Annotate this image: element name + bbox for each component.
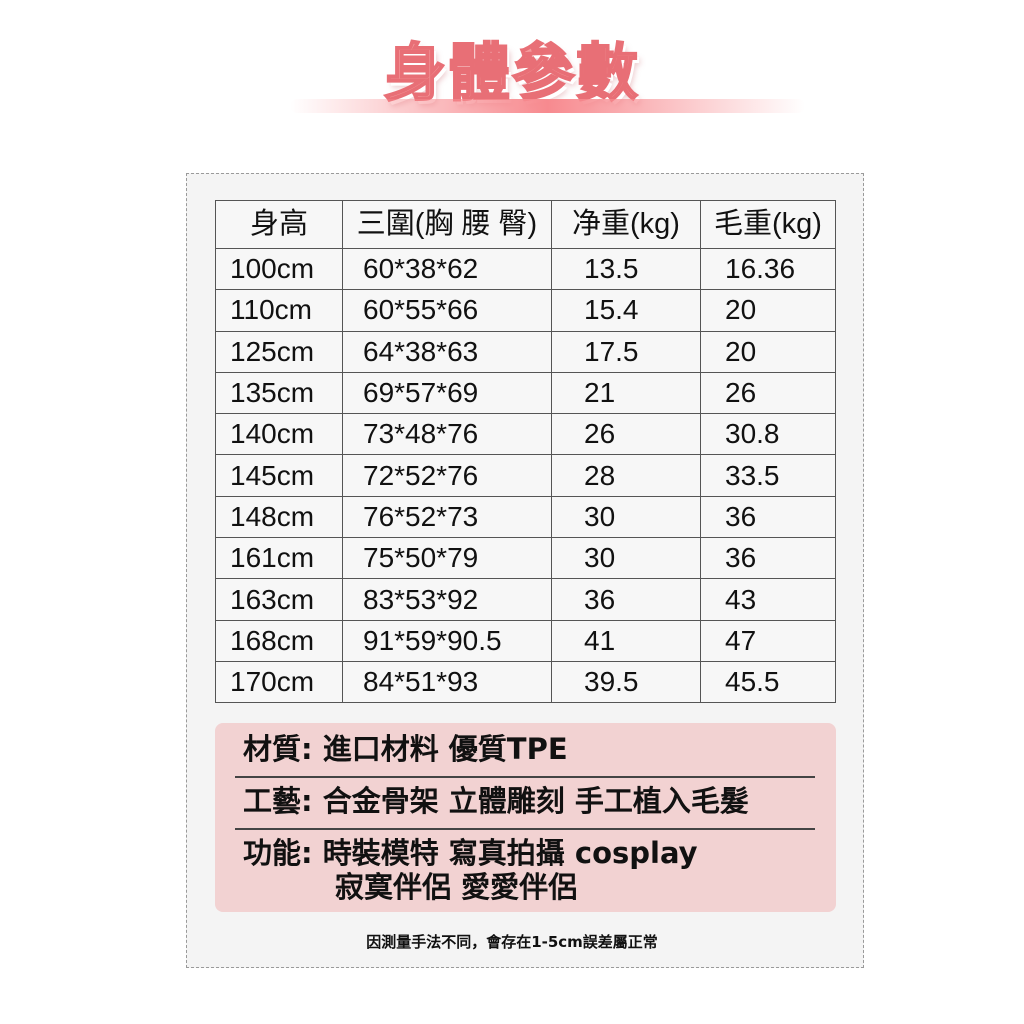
function-line-2: 寂寞伴侶 愛愛伴侶 — [335, 870, 578, 904]
header-net-weight: 净重(kg) — [551, 200, 701, 249]
cell-net-weight: 17.5 — [551, 330, 701, 373]
page-title: 身體參數 — [383, 35, 640, 110]
function-line: 功能: 時裝模特 寫真拍攝 cosplay — [243, 836, 698, 870]
cell-measurements: 64*38*63 — [342, 330, 552, 373]
cell-measurements: 75*50*79 — [342, 537, 552, 580]
cell-height: 110cm — [215, 289, 343, 332]
cell-net-weight: 26 — [551, 413, 701, 456]
divider — [235, 776, 815, 778]
header-height: 身高 — [215, 200, 343, 249]
table-row: 148cm 76*52*73 30 36 — [215, 495, 836, 539]
cell-net-weight: 39.5 — [551, 660, 701, 704]
table-row: 145cm 72*52*76 28 33.5 — [215, 454, 836, 497]
cell-gross-weight: 36 — [700, 495, 836, 539]
title-underline — [290, 99, 805, 113]
table-row: 125cm 64*38*63 17.5 20 — [215, 330, 836, 373]
size-table: 身高 三圍(胸 腰 臀) 净重(kg) 毛重(kg) 100cm 60*38*62… — [215, 200, 836, 704]
cell-measurements: 91*59*90.5 — [342, 619, 552, 662]
cell-measurements: 60*55*66 — [342, 289, 552, 332]
cell-net-weight: 15.4 — [551, 289, 701, 332]
cell-height: 135cm — [215, 371, 343, 415]
header-measurements: 三圍(胸 腰 臀) — [342, 200, 552, 249]
cell-gross-weight: 45.5 — [700, 660, 836, 704]
cell-measurements: 84*51*93 — [342, 660, 552, 704]
craft-line: 工藝: 合金骨架 立體雕刻 手工植入毛髮 — [243, 784, 749, 818]
cell-height: 100cm — [215, 247, 343, 291]
cell-measurements: 83*53*92 — [342, 578, 552, 621]
table-row: 110cm 60*55*66 15.4 20 — [215, 289, 836, 332]
cell-gross-weight: 26 — [700, 371, 836, 415]
cell-net-weight: 41 — [551, 619, 701, 662]
divider — [235, 828, 815, 830]
table-row: 170cm 84*51*93 39.5 45.5 — [215, 660, 836, 704]
info-box: 材質: 進口材料 優質TPE 工藝: 合金骨架 立體雕刻 手工植入毛髮 功能: … — [215, 723, 836, 912]
table-row: 140cm 73*48*76 26 30.8 — [215, 413, 836, 456]
table-row: 135cm 69*57*69 21 26 — [215, 371, 836, 415]
cell-net-weight: 28 — [551, 454, 701, 497]
cell-height: 140cm — [215, 413, 343, 456]
cell-measurements: 73*48*76 — [342, 413, 552, 456]
cell-height: 163cm — [215, 578, 343, 621]
cell-gross-weight: 16.36 — [700, 247, 836, 291]
cell-net-weight: 36 — [551, 578, 701, 621]
header-gross-weight: 毛重(kg) — [700, 200, 836, 249]
table-row: 100cm 60*38*62 13.5 16.36 — [215, 247, 836, 291]
cell-net-weight: 30 — [551, 495, 701, 539]
table-row: 161cm 75*50*79 30 36 — [215, 537, 836, 580]
cell-height: 168cm — [215, 619, 343, 662]
cell-height: 148cm — [215, 495, 343, 539]
cell-net-weight: 30 — [551, 537, 701, 580]
cell-height: 161cm — [215, 537, 343, 580]
cell-gross-weight: 20 — [700, 289, 836, 332]
cell-gross-weight: 30.8 — [700, 413, 836, 456]
table-row: 163cm 83*53*92 36 43 — [215, 578, 836, 621]
cell-net-weight: 13.5 — [551, 247, 701, 291]
measurement-note: 因測量手法不同，會存在1-5cm誤差屬正常 — [366, 933, 658, 951]
cell-gross-weight: 47 — [700, 619, 836, 662]
cell-height: 170cm — [215, 660, 343, 704]
table-row: 168cm 91*59*90.5 41 47 — [215, 619, 836, 662]
table-header-row: 身高 三圍(胸 腰 臀) 净重(kg) 毛重(kg) — [215, 200, 836, 249]
material-line: 材質: 進口材料 優質TPE — [243, 732, 568, 766]
cell-gross-weight: 43 — [700, 578, 836, 621]
cell-measurements: 76*52*73 — [342, 495, 552, 539]
cell-measurements: 69*57*69 — [342, 371, 552, 415]
cell-measurements: 60*38*62 — [342, 247, 552, 291]
cell-height: 145cm — [215, 454, 343, 497]
cell-gross-weight: 20 — [700, 330, 836, 373]
cell-gross-weight: 33.5 — [700, 454, 836, 497]
cell-gross-weight: 36 — [700, 537, 836, 580]
cell-net-weight: 21 — [551, 371, 701, 415]
cell-height: 125cm — [215, 330, 343, 373]
cell-measurements: 72*52*76 — [342, 454, 552, 497]
